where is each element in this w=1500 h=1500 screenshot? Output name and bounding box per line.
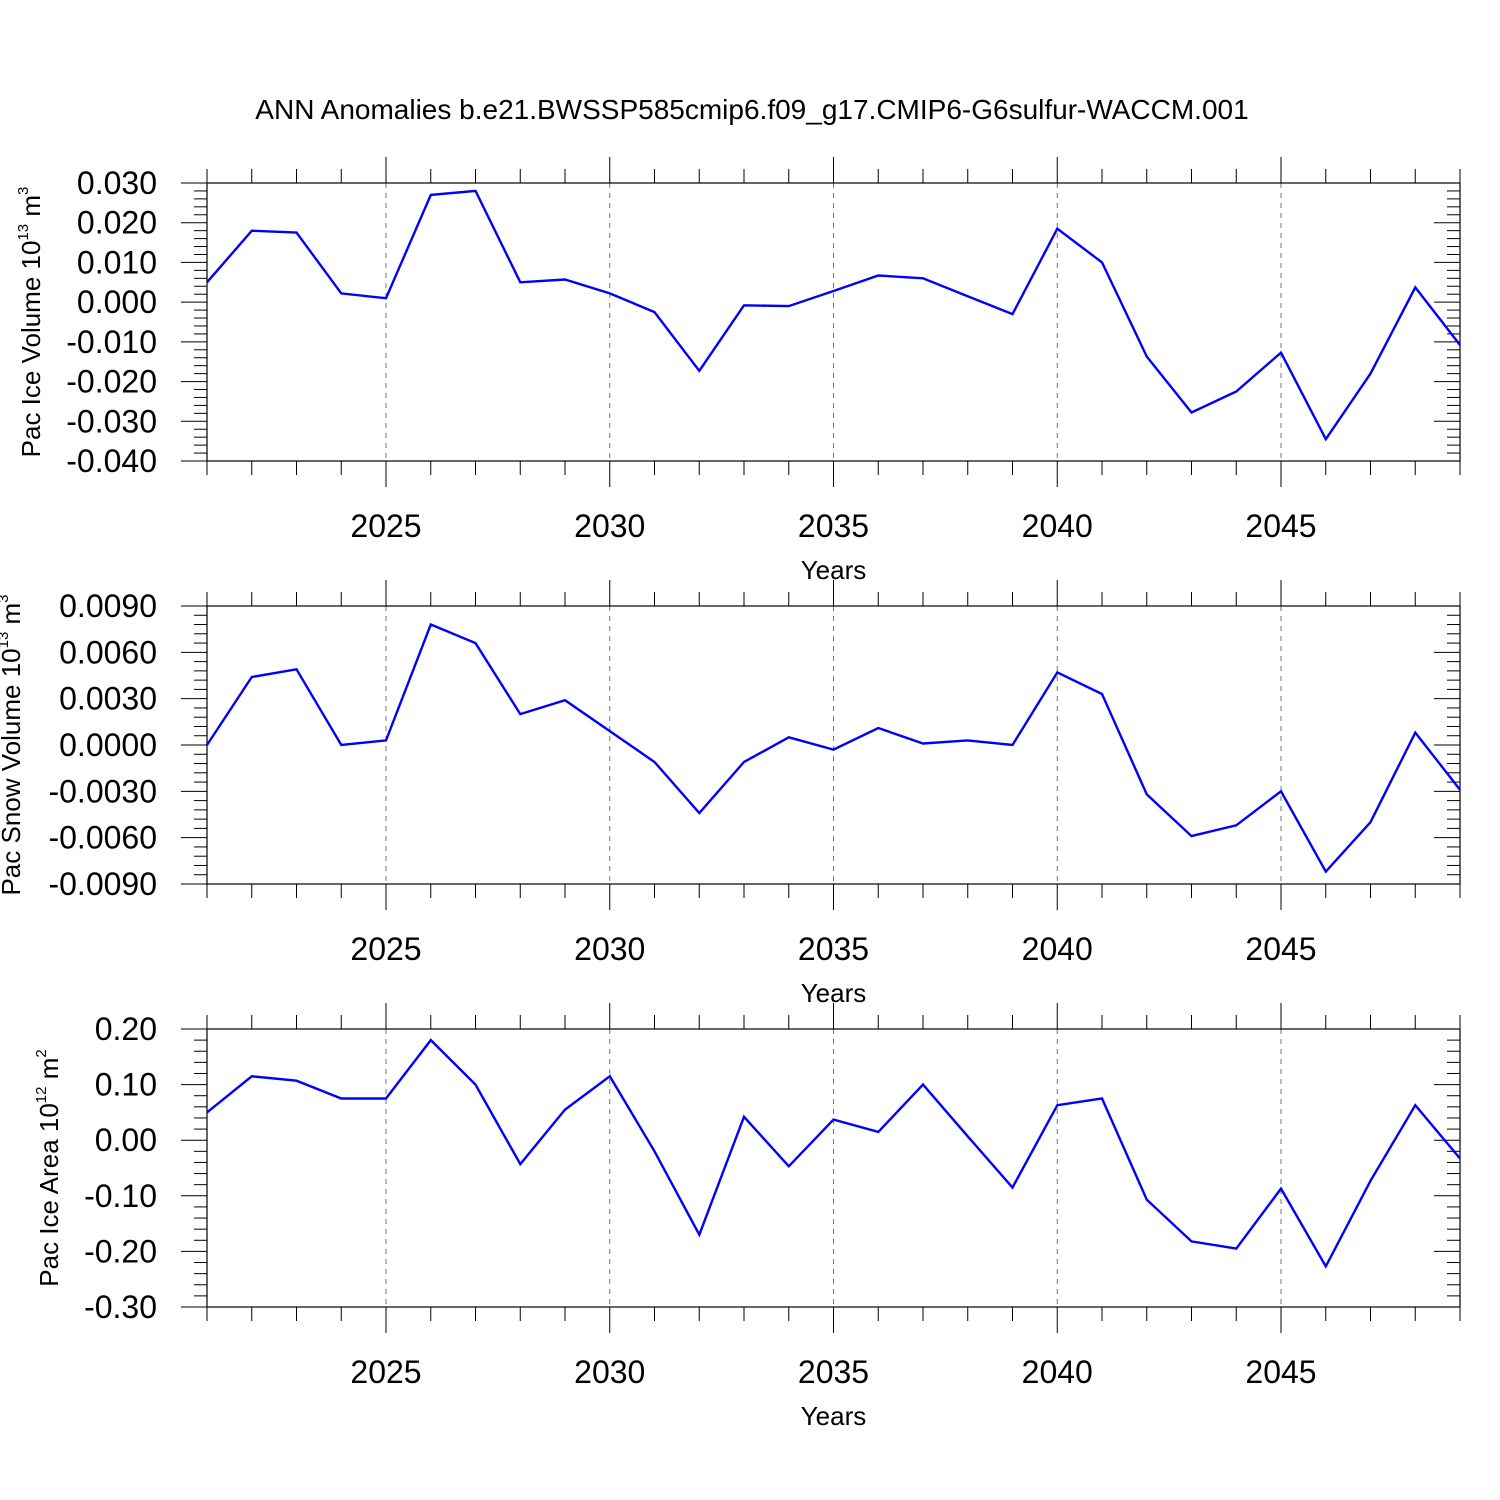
y-tick-label: 0.020 <box>77 205 157 241</box>
x-tick-label: 2030 <box>574 508 645 544</box>
x-tick-label: 2035 <box>798 508 869 544</box>
x-tick-label: 2045 <box>1245 931 1316 967</box>
x-tick-label: 2045 <box>1245 1354 1316 1390</box>
y-axis-label-unit-exponent: 3 <box>15 187 32 195</box>
y-axis-label: Pac Ice Area 1012 m2 <box>33 1049 64 1286</box>
y-tick-label: 0.0090 <box>59 588 157 624</box>
y-tick-label: -0.0060 <box>48 820 157 856</box>
y-tick-label: -0.040 <box>66 443 157 479</box>
x-tick-label: 2040 <box>1022 931 1093 967</box>
y-axis-label-exponent: 12 <box>33 1086 50 1103</box>
series-line <box>206 1038 1461 1269</box>
y-tick-label: 0.010 <box>77 244 157 280</box>
x-tick-label: 2025 <box>350 1354 421 1390</box>
chart-title: ANN Anomalies b.e21.BWSSP585cmip6.f09_g1… <box>255 94 1248 125</box>
y-axis-label-unit-exponent: 2 <box>33 1049 50 1057</box>
chart-panels: 2025 2030 2035 2040 20450.0300.0200.0100.000… <box>0 157 1461 1431</box>
y-axis-label-main: Pac Snow Volume 10 <box>0 648 26 895</box>
y-axis-label-main: Pac Ice Area 10 <box>34 1103 64 1287</box>
x-tick-label: 2040 <box>1022 508 1093 544</box>
x-tick-label: 2030 <box>574 1354 645 1390</box>
series-line <box>205 622 1461 874</box>
x-axis-label: Years <box>801 1401 867 1431</box>
y-tick-label: 0.000 <box>77 284 157 320</box>
panel-3: 2025 2030 2035 2040 2045 0.20 0.10 0.00 -0.10 -0.… <box>33 1003 1461 1431</box>
y-tick-label: -0.0090 <box>48 866 157 902</box>
x-tick-label: 2025 <box>350 508 421 544</box>
y-axis-label-unit: m <box>34 1058 64 1087</box>
y-tick-label: -0.010 <box>66 324 157 360</box>
y-tick-label: -0.20 <box>84 1233 157 1269</box>
y-axis-label-exponent: 13 <box>15 224 32 241</box>
x-tick-label: 2025 <box>350 931 421 967</box>
y-tick-label: 0.00 <box>95 1122 157 1158</box>
y-tick-label: 0.0030 <box>59 681 157 717</box>
y-axis-label: Pac Ice Volume 1013 m3 <box>15 187 46 458</box>
y-tick-label: -0.030 <box>66 403 157 439</box>
x-tick-label: 2030 <box>574 931 645 967</box>
series-line <box>206 189 1461 442</box>
y-axis-label-unit: m <box>16 195 46 224</box>
y-tick-label: 0.0060 <box>59 634 157 670</box>
x-tick-label: 2040 <box>1022 1354 1093 1390</box>
y-tick-label: -0.0030 <box>48 773 157 809</box>
x-tick-label: 2045 <box>1245 508 1316 544</box>
x-tick-label: 2035 <box>798 1354 869 1390</box>
x-tick-label: 2035 <box>798 931 869 967</box>
y-axis-label-exponent: 13 <box>0 632 12 649</box>
y-tick-label: 0.10 <box>95 1067 157 1103</box>
y-tick-label: 0.030 <box>77 165 157 201</box>
y-axis-label-unit: m <box>0 603 26 632</box>
y-tick-label: -0.30 <box>84 1289 157 1325</box>
y-tick-label: 0.0000 <box>59 727 157 763</box>
y-tick-label: 0.20 <box>95 1011 157 1047</box>
y-axis-label-unit-exponent: 3 <box>0 594 12 602</box>
y-axis-label-main: Pac Ice Volume 10 <box>16 241 46 458</box>
y-axis-label: Pac Snow Volume 1013 m3 <box>0 594 26 895</box>
panel-2: 2025 2030 2035 2040 2045 0.0090 0.0060 0.0030 0.… <box>0 580 1461 1008</box>
y-tick-label: -0.020 <box>66 364 157 400</box>
y-tick-label: -0.10 <box>84 1178 157 1214</box>
